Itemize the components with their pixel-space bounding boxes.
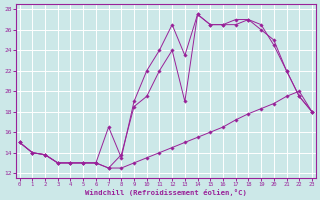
X-axis label: Windchill (Refroidissement éolien,°C): Windchill (Refroidissement éolien,°C) bbox=[85, 189, 247, 196]
